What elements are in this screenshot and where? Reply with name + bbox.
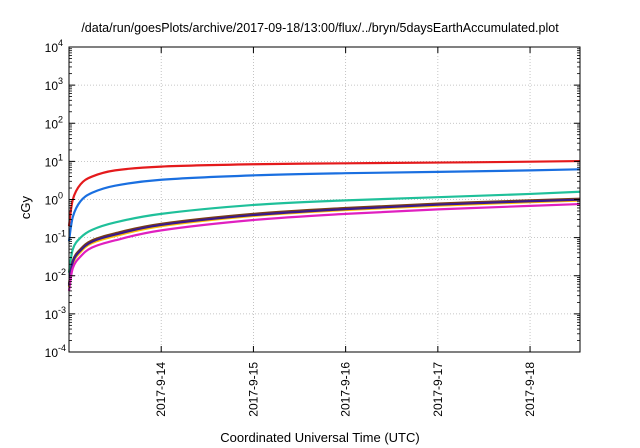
y-tick-exponent: 2 bbox=[58, 114, 63, 124]
y-tick-label: 10 -1 bbox=[45, 229, 66, 246]
x-tick-labels: 2017-9-14 2017-9-15 2017-9-16 2017-9-17 2017… bbox=[154, 362, 537, 417]
x-tick-label: 2017-9-15 bbox=[246, 362, 260, 417]
y-tick-exponent: 4 bbox=[58, 38, 63, 48]
y-tick-base: 10 bbox=[45, 194, 59, 208]
x-tick-label: 2017-9-17 bbox=[431, 362, 445, 417]
y-tick-exponent: -1 bbox=[58, 229, 66, 239]
axis-ticks bbox=[69, 46, 580, 353]
y-tick-base: 10 bbox=[45, 79, 59, 93]
x-tick-label: 2017-9-14 bbox=[154, 362, 168, 417]
y-tick-label: 10 -2 bbox=[45, 267, 66, 284]
series-line-3 bbox=[67, 190, 581, 273]
y-tick-exponent: -2 bbox=[58, 267, 66, 277]
y-tick-base: 10 bbox=[45, 41, 59, 55]
y-tick-label: 10 -3 bbox=[45, 305, 66, 322]
y-tick-base: 10 bbox=[45, 308, 59, 322]
series-line-1 bbox=[67, 159, 581, 227]
y-tick-label: 10 3 bbox=[45, 76, 63, 93]
y-tick-exponent: 3 bbox=[58, 76, 63, 86]
y-tick-exponent: 1 bbox=[58, 152, 63, 162]
y-tick-exponent: -3 bbox=[58, 305, 66, 315]
y-tick-exponent: -4 bbox=[58, 343, 66, 353]
y-tick-exponent: 0 bbox=[58, 191, 63, 201]
x-tick-label: 2017-9-16 bbox=[339, 362, 353, 417]
series-group bbox=[67, 159, 581, 292]
series-line-5 bbox=[67, 199, 581, 288]
y-tick-label: 10 2 bbox=[45, 114, 63, 131]
series-line-6 bbox=[67, 198, 581, 286]
y-tick-base: 10 bbox=[45, 155, 59, 169]
y-tick-base: 10 bbox=[45, 270, 59, 284]
y-tick-label: 10 4 bbox=[45, 38, 63, 55]
chart-title: /data/run/goesPlots/archive/2017-09-18/1… bbox=[81, 21, 559, 35]
x-tick-label: 2017-9-18 bbox=[523, 362, 537, 417]
y-tick-base: 10 bbox=[45, 232, 59, 246]
y-tick-base: 10 bbox=[45, 346, 59, 360]
y-tick-label: 10 -4 bbox=[45, 343, 66, 360]
y-tick-label: 10 0 bbox=[45, 191, 63, 208]
y-tick-label: 10 1 bbox=[45, 152, 63, 169]
grid-lines bbox=[69, 47, 580, 352]
series-line-7 bbox=[67, 202, 581, 292]
series-line-2 bbox=[67, 168, 581, 242]
y-tick-base: 10 bbox=[45, 117, 59, 131]
x-axis-label: Coordinated Universal Time (UTC) bbox=[220, 430, 420, 445]
